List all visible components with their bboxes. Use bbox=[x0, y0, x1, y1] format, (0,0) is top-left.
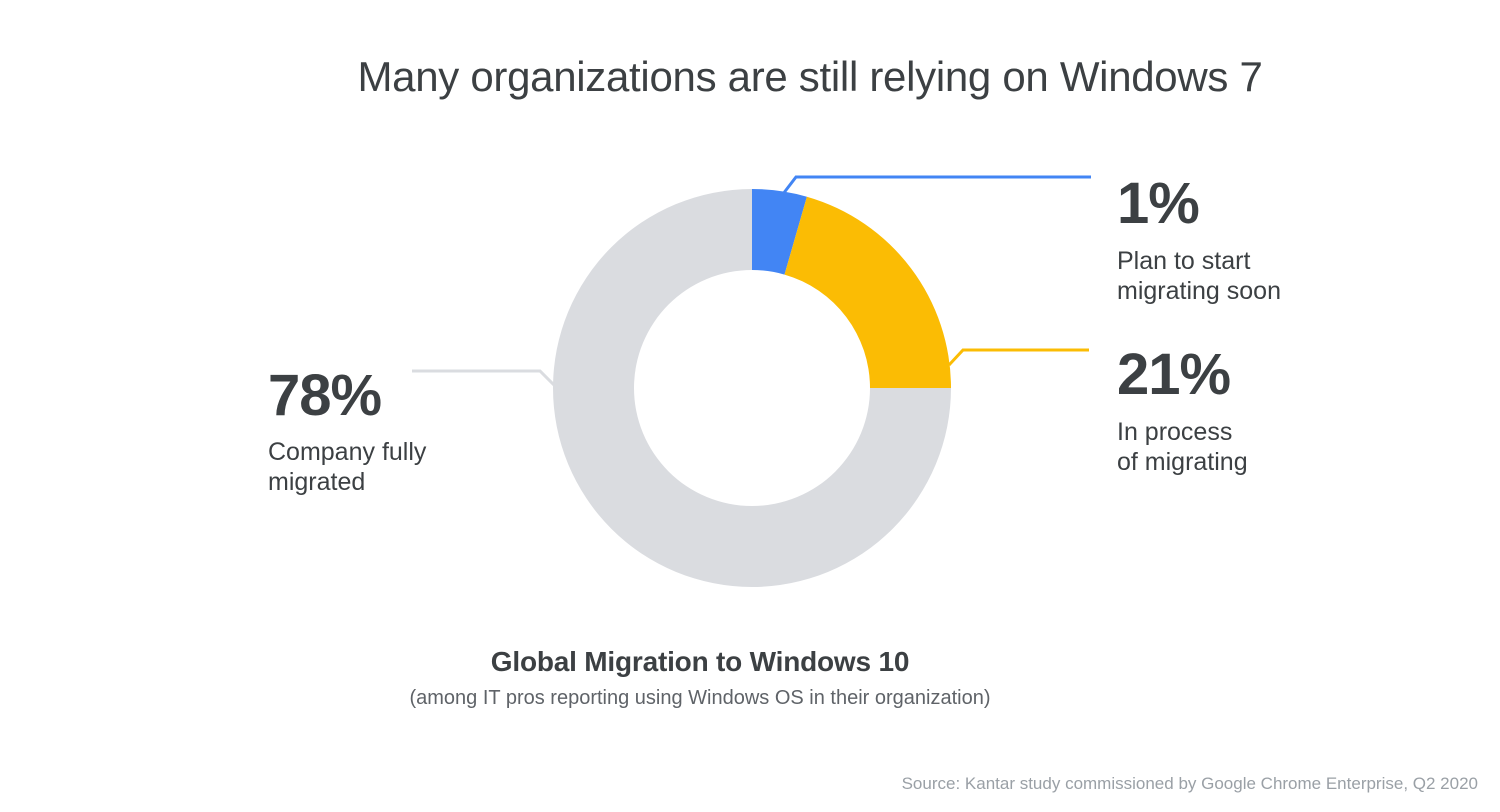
stat-value-21: 21% bbox=[1117, 342, 1231, 407]
stat-value-78: 78% bbox=[268, 363, 382, 428]
stat-value-1: 1% bbox=[1117, 171, 1200, 236]
stat-label-in-process: In process of migrating bbox=[1117, 418, 1248, 476]
donut-slices bbox=[553, 188, 951, 587]
page-title: Many organizations are still relying on … bbox=[357, 53, 1263, 101]
callout-plan-to-start: 1% Plan to start migrating soon bbox=[1117, 171, 1281, 306]
leader-line-in-process bbox=[947, 348, 1089, 367]
chart-subtitle: (among IT pros reporting using Windows O… bbox=[409, 687, 991, 709]
stat-label-plan-to-start: Plan to start migrating soon bbox=[1117, 247, 1281, 305]
donut-segment-in-process bbox=[784, 196, 951, 388]
chart-caption: Global Migration to Windows 10 (among IT… bbox=[409, 646, 990, 710]
callout-fully-migrated: 78% Company fully migrated bbox=[268, 363, 426, 497]
donut-segment-plan-to-start bbox=[752, 188, 807, 275]
leader-line-plan-to-start bbox=[781, 175, 1091, 195]
leader-line-fully-migrated bbox=[412, 369, 556, 387]
source-note: Source: Kantar study commissioned by Goo… bbox=[901, 774, 1478, 793]
donut-segment-fully-migrated bbox=[553, 189, 951, 587]
callout-in-process: 21% In process of migrating bbox=[1117, 342, 1248, 477]
chart-title: Global Migration to Windows 10 bbox=[490, 646, 910, 677]
stat-label-fully-migrated: Company fully migrated bbox=[268, 438, 427, 496]
